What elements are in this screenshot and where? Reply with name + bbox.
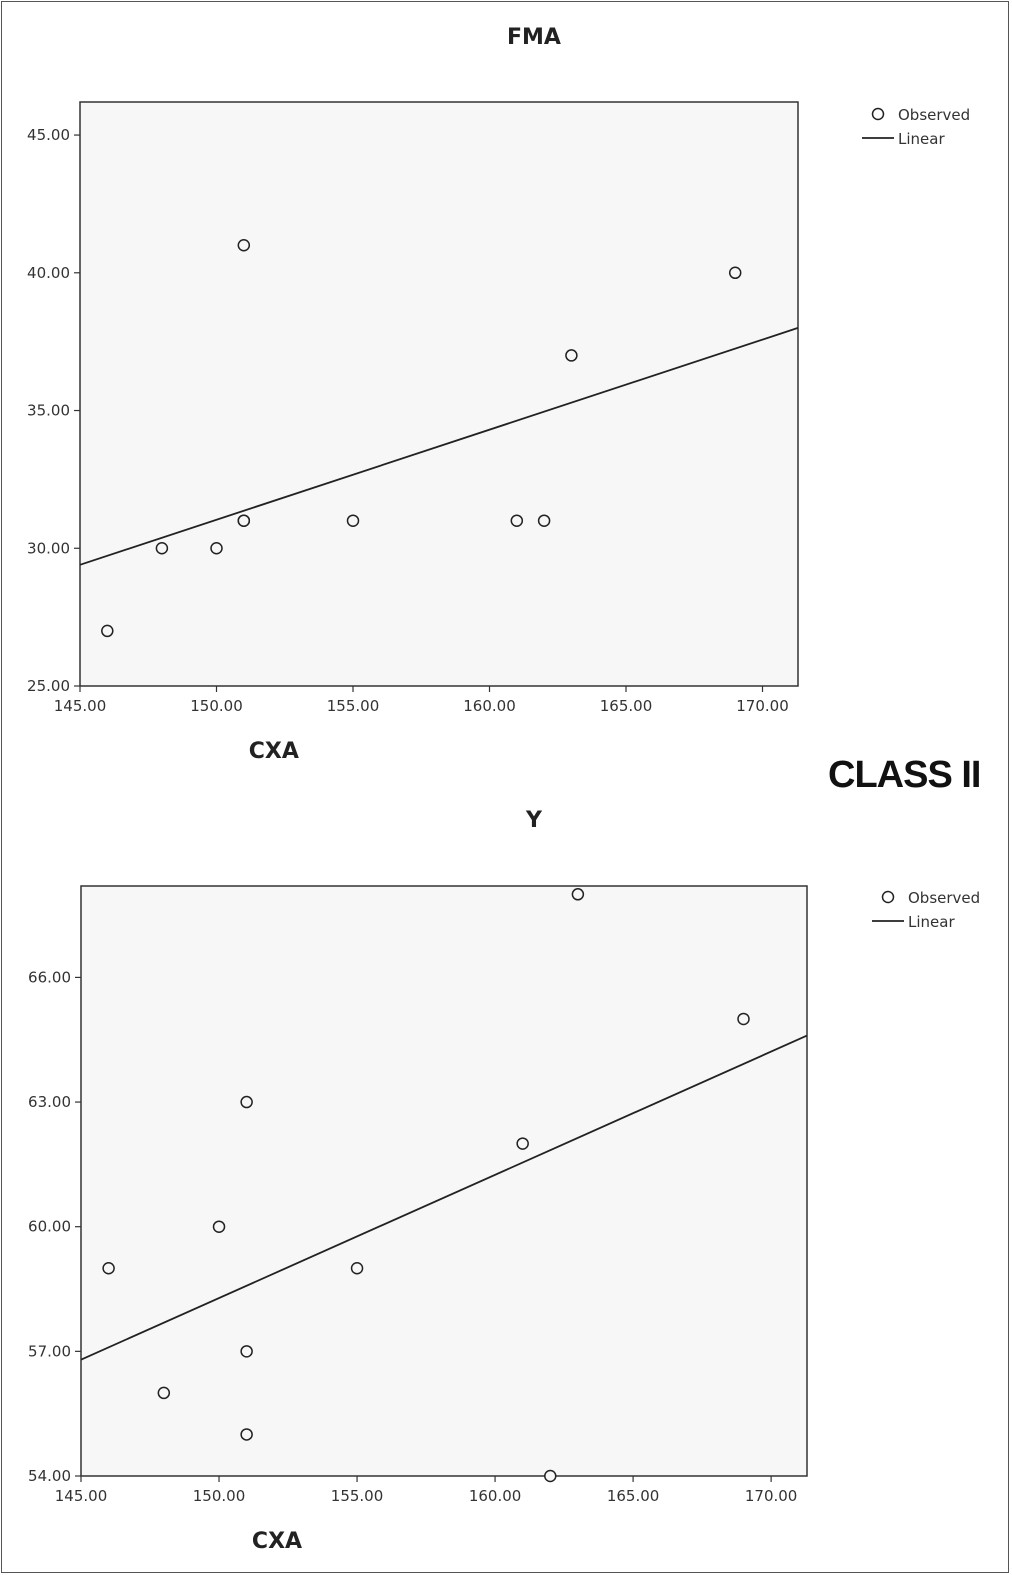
x-tick-label: 145.00 [55,1487,108,1505]
data-point [516,1137,529,1150]
data-point [102,1262,115,1275]
x-tick-label: 155.00 [327,697,380,715]
data-point [101,624,114,638]
data-point [155,542,169,555]
y-tick-label: 57.00 [28,1342,71,1360]
y-tick-label: 45.00 [27,126,70,144]
y-tick-label: 63.00 [28,1093,71,1111]
legend-observed-marker [881,890,895,904]
x-tick-label: 170.00 [745,1487,798,1505]
y-tick-label: 40.00 [27,264,70,282]
data-point [510,514,524,527]
y-tick-label: 66.00 [28,968,71,986]
x-axis-label: CXA [252,1529,302,1554]
data-point [565,349,578,362]
chart-y: Y 145.00 150.00 155.00 160.00 165.00 170.00 54.… [28,808,980,1554]
x-axis-label: CXA [249,739,299,764]
data-point [237,514,251,527]
x-tick-label: 145.00 [54,697,107,715]
legend-observed-marker [871,107,885,121]
data-point [212,1220,226,1233]
y-tick-label: 30.00 [27,539,70,557]
data-point [157,1386,171,1400]
plot-area [79,101,799,687]
data-point [240,1345,253,1358]
y-tick-label: 60.00 [28,1218,71,1236]
x-tick-label: 165.00 [600,697,653,715]
x-tick-label: 150.00 [193,1487,246,1505]
x-tick-label: 160.00 [469,1487,522,1505]
linear-fit-line [79,327,799,566]
legend-linear-label: Linear [898,130,945,148]
x-tick-label: 160.00 [463,697,516,715]
legend-observed-label: Observed [908,889,980,907]
x-tick-label: 155.00 [331,1487,384,1505]
linear-fit-line [80,1034,808,1361]
data-point [210,542,223,555]
data-point [237,238,251,252]
data-point [240,1428,253,1441]
data-point [728,266,742,280]
data-point [544,1469,557,1483]
legend-linear-label: Linear [908,913,955,931]
chart-fma: FMA 145.00 150.00 155.00 160.00 165.00 170.00 2… [27,25,970,764]
data-point [346,514,360,527]
x-tick-label: 150.00 [190,697,243,715]
x-tick-label: 170.00 [736,697,789,715]
data-point [737,1012,750,1026]
y-tick-label: 25.00 [27,677,70,695]
legend-observed-label: Observed [898,106,970,124]
data-point [537,514,551,527]
data-point [350,1262,364,1275]
data-point [240,1095,253,1109]
x-tick-label: 165.00 [607,1487,660,1505]
chart-title: FMA [507,25,561,50]
figure-label: CLASS II [828,754,981,796]
y-tick-label: 35.00 [27,402,70,420]
data-point [571,888,585,901]
plot-area [80,885,808,1477]
chart-title: Y [525,808,543,833]
y-tick-label: 54.00 [28,1467,71,1485]
